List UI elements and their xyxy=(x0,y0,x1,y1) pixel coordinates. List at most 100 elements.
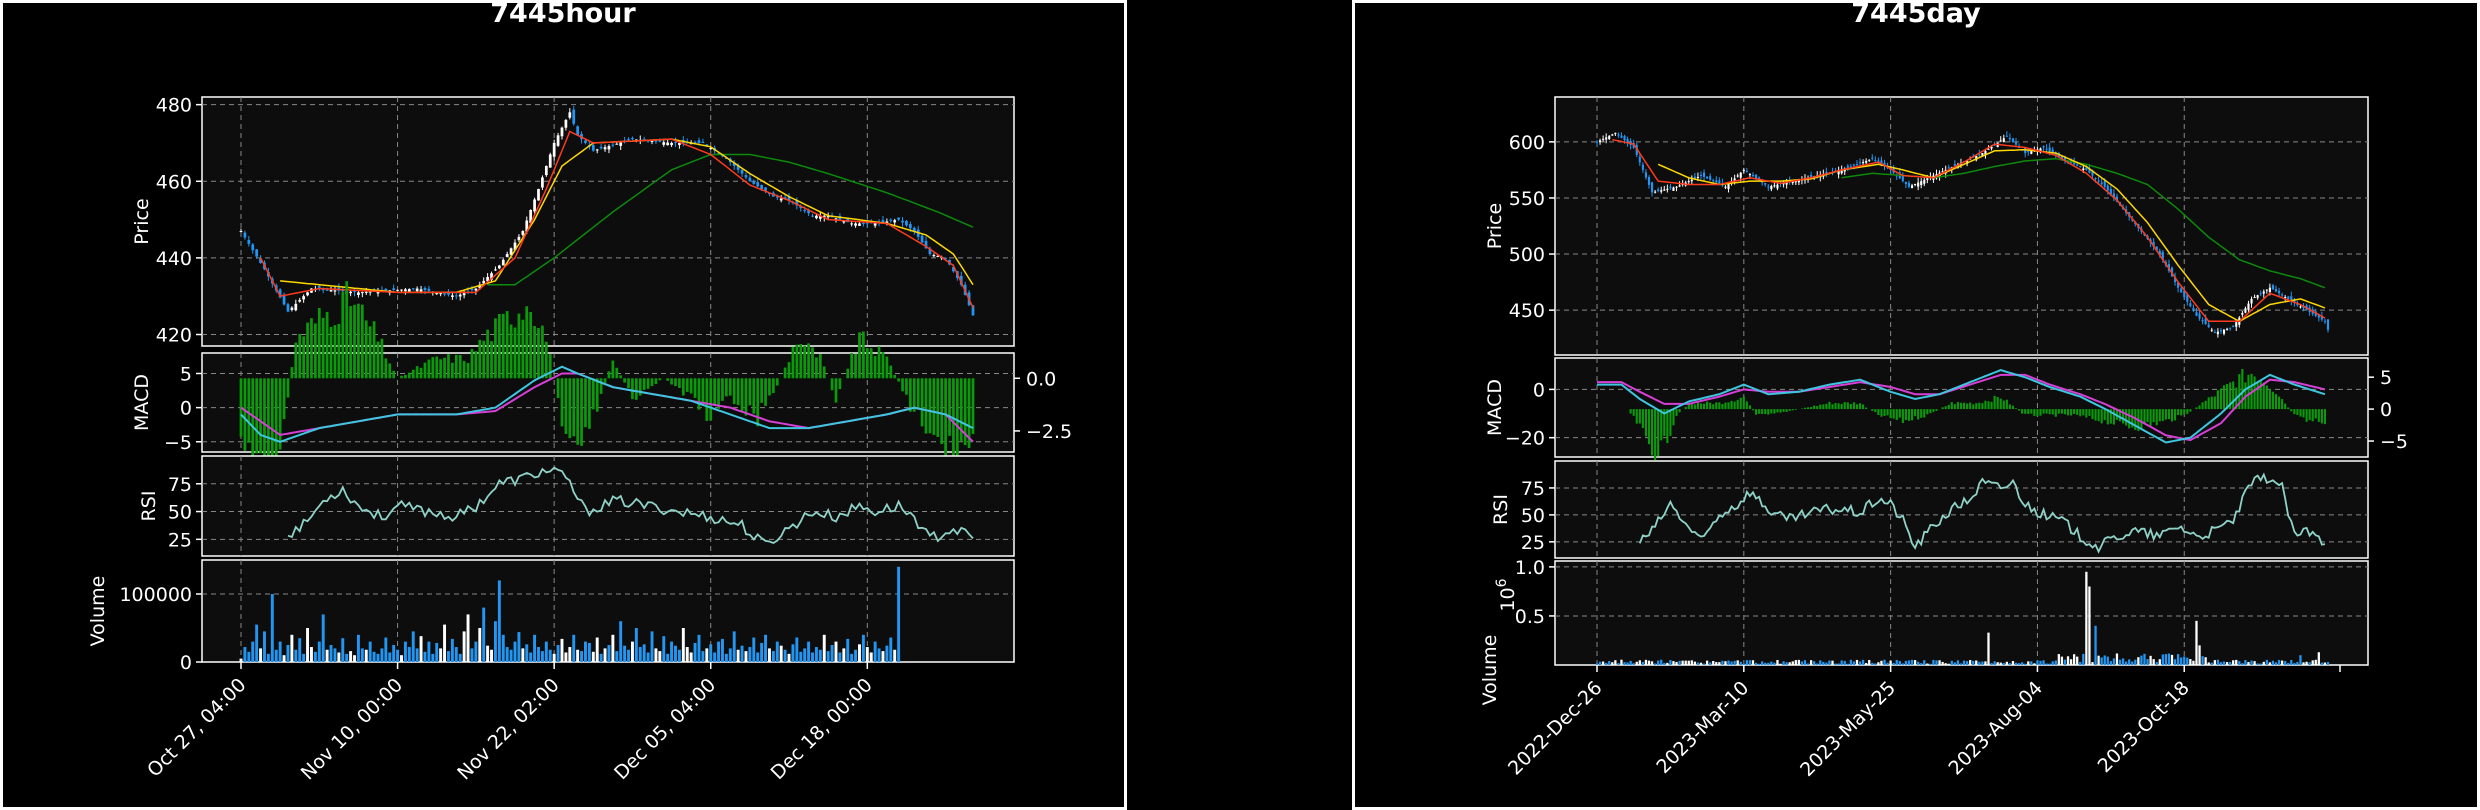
volume-bar xyxy=(1629,660,1632,665)
candle-body xyxy=(634,139,638,141)
volume-bar xyxy=(1797,659,1801,665)
candle-body xyxy=(2216,331,2219,335)
price-axis-label: Price xyxy=(1484,203,1506,249)
volume-bar xyxy=(533,634,537,662)
candle-body xyxy=(2042,146,2045,148)
volume-bar xyxy=(2088,586,2091,665)
volume-bar xyxy=(1874,663,1877,665)
volume-bar xyxy=(1647,660,1651,665)
volume-bar xyxy=(1819,660,1822,665)
volume-bar xyxy=(689,652,693,662)
volume-bar xyxy=(677,649,681,662)
volume-bar xyxy=(263,631,266,662)
volume-bar xyxy=(1653,663,1657,665)
candle-body xyxy=(658,140,662,142)
candle-body xyxy=(1917,182,1920,187)
candle-body xyxy=(607,146,611,150)
volume-bar xyxy=(337,652,341,662)
volume-bar xyxy=(2198,645,2201,665)
candle-body xyxy=(298,300,302,302)
candle-body xyxy=(325,289,329,291)
macd-histogram-bar xyxy=(345,281,349,379)
macd-histogram-bar xyxy=(298,333,302,379)
rsi-line xyxy=(287,466,974,545)
volume-bar xyxy=(1898,660,1901,665)
candle-body xyxy=(494,269,497,271)
candle-body xyxy=(2287,296,2290,299)
macd-histogram-bar xyxy=(2317,409,2320,422)
volume-bar xyxy=(615,651,619,662)
candle-body xyxy=(462,293,466,296)
macd-histogram-bar xyxy=(411,369,415,379)
volume-bar xyxy=(1917,661,1920,665)
candle-body xyxy=(928,248,932,255)
macd-histogram-bar xyxy=(568,378,572,439)
macd-histogram-bar xyxy=(1852,402,1855,410)
candle-body xyxy=(2213,332,2216,334)
volume-bar xyxy=(1950,660,1953,665)
volume-bar xyxy=(2290,659,2293,665)
candle-body xyxy=(2320,316,2323,320)
candle-body xyxy=(1871,157,1874,159)
candle-body xyxy=(255,249,259,257)
macd-histogram-bar xyxy=(1782,409,1785,412)
volume-bar xyxy=(2082,653,2085,665)
macd-histogram-bar xyxy=(744,378,748,416)
rsi-panel xyxy=(201,455,1015,557)
macd-histogram-bar xyxy=(584,378,587,428)
macd-histogram-bar xyxy=(314,323,317,379)
volume-bar xyxy=(1684,660,1687,665)
volume-bar xyxy=(807,641,811,662)
macd-histogram-bar xyxy=(1785,409,1788,412)
candle-body xyxy=(411,288,415,290)
chart-title: 7445hour xyxy=(490,0,636,29)
candle-body xyxy=(415,288,419,292)
volume-bar xyxy=(1782,661,1785,665)
macd-histogram-bar xyxy=(2158,409,2161,422)
volume-bar xyxy=(552,653,556,662)
macd-histogram-bar xyxy=(2241,369,2244,410)
macd-histogram-bar xyxy=(2118,409,2122,422)
macd-histogram-bar xyxy=(1950,402,1953,410)
volume-bar xyxy=(2232,660,2235,665)
macd-histogram-bar xyxy=(2177,409,2180,416)
volume-bar xyxy=(1626,662,1629,665)
volume-bar xyxy=(2296,661,2299,665)
macd-histogram-bar xyxy=(2014,408,2018,410)
macd-histogram-bar xyxy=(2226,383,2229,410)
candle-body xyxy=(807,210,810,214)
macd-histogram-bar xyxy=(1975,403,1978,410)
volume-bar xyxy=(1724,661,1727,665)
volume-bar xyxy=(282,655,286,662)
candle-body xyxy=(349,291,352,294)
volume-bar xyxy=(2152,659,2155,665)
volume-bar xyxy=(2320,662,2324,665)
candle-body xyxy=(1767,186,1770,188)
macd-histogram-bar xyxy=(317,307,321,379)
chart-root: 7445day 450 500 550 600 Price −20 0 −5 0 5 MACD 25 50… xyxy=(1479,0,2408,781)
volume-bar xyxy=(662,636,666,662)
volume-bar xyxy=(458,653,462,662)
macd-histogram-bar xyxy=(1920,409,1923,418)
macd-histogram-bar xyxy=(2167,409,2171,420)
volume-bar xyxy=(1959,663,1963,665)
candle-body xyxy=(2241,312,2244,315)
macd-histogram-bar xyxy=(1956,402,1959,410)
volume-bar xyxy=(1871,662,1874,665)
volume-bar xyxy=(376,653,380,662)
candle-body xyxy=(1748,174,1751,176)
figure-daily: 7445day 450 500 550 600 Price −20 0 −5 0 5 MACD 25 50… xyxy=(1352,0,2480,810)
macd-histogram-bar xyxy=(1874,409,1877,413)
volume-bar xyxy=(1764,662,1767,665)
volume-bar xyxy=(627,649,630,662)
macd-histogram-bar xyxy=(2146,409,2149,423)
macd-histogram-bar xyxy=(486,329,489,379)
macd-histogram-bar xyxy=(1806,407,1810,410)
macd-histogram-bar xyxy=(1966,403,1969,410)
candle-body xyxy=(2235,322,2238,327)
volume-bar xyxy=(814,647,818,662)
volume-bar xyxy=(313,651,317,662)
macd-histogram-bar xyxy=(1895,409,1898,420)
candle-body xyxy=(760,185,763,189)
candle-body xyxy=(360,292,364,294)
